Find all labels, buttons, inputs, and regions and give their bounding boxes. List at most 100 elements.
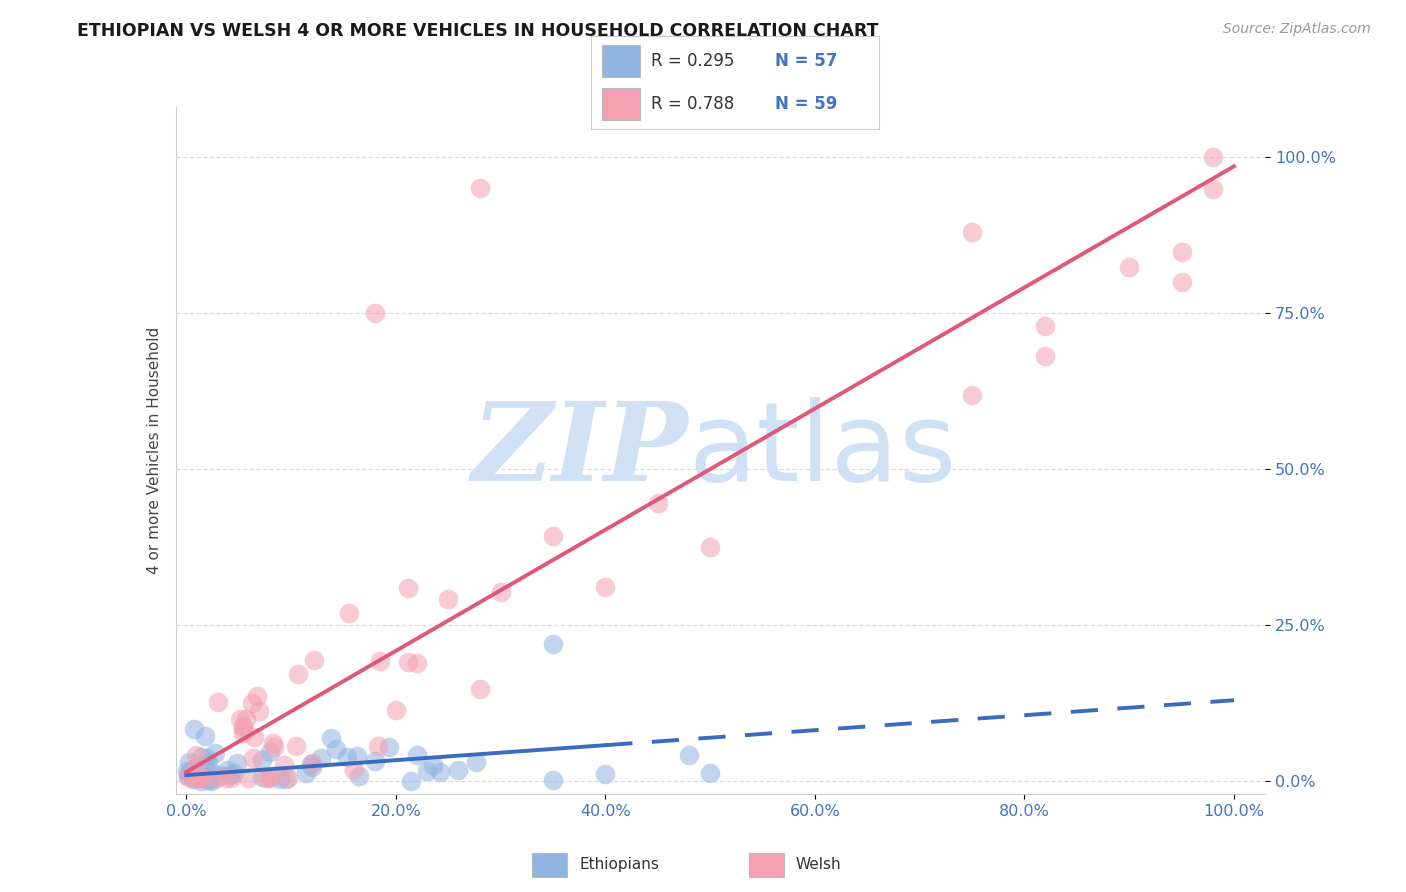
Point	[193, 758, 215, 772]
Point	[259, 770, 281, 784]
Point	[246, 689, 269, 703]
Point	[384, 703, 406, 717]
Point	[184, 760, 207, 774]
Text: R = 0.295: R = 0.295	[651, 52, 734, 70]
Point	[284, 739, 307, 753]
Point	[204, 746, 226, 760]
Point	[222, 765, 245, 780]
Point	[364, 306, 387, 320]
Point	[183, 771, 205, 786]
Text: R = 0.788: R = 0.788	[651, 95, 734, 113]
Point	[304, 653, 326, 667]
Point	[647, 496, 669, 510]
Point	[273, 758, 295, 772]
Text: Source: ZipAtlas.com: Source: ZipAtlas.com	[1223, 22, 1371, 37]
Point	[250, 753, 273, 767]
Point	[541, 773, 564, 788]
Point	[183, 772, 205, 786]
Point	[183, 769, 205, 783]
Point	[198, 772, 221, 786]
Point	[229, 712, 252, 726]
Point	[197, 756, 219, 770]
Point	[197, 766, 219, 780]
Point	[377, 740, 399, 755]
Point	[678, 748, 700, 763]
Point	[468, 682, 491, 697]
Point	[1035, 349, 1057, 363]
Point	[254, 771, 277, 786]
FancyBboxPatch shape	[602, 88, 640, 120]
Text: Welsh: Welsh	[796, 857, 841, 871]
Point	[541, 529, 564, 543]
Point	[177, 755, 200, 769]
Point	[465, 755, 488, 769]
Point	[541, 637, 564, 651]
Point	[195, 751, 218, 765]
Point	[1170, 275, 1192, 289]
Point	[364, 754, 387, 768]
Point	[399, 773, 422, 788]
Point	[960, 388, 983, 402]
Point	[219, 771, 242, 786]
Point	[301, 756, 323, 770]
Point	[595, 580, 617, 594]
Point	[235, 712, 257, 726]
Point	[301, 760, 323, 774]
Point	[197, 772, 219, 787]
Point	[368, 654, 391, 668]
Text: N = 59: N = 59	[775, 95, 838, 113]
Point	[184, 747, 207, 762]
Point	[184, 763, 207, 777]
Point	[190, 773, 212, 788]
Point	[242, 750, 264, 764]
Point	[236, 771, 259, 786]
Point	[209, 768, 232, 782]
Point	[437, 591, 460, 606]
Point	[200, 773, 222, 788]
Text: ZIP: ZIP	[471, 397, 688, 504]
Point	[325, 742, 347, 756]
Point	[274, 772, 297, 786]
Point	[176, 764, 198, 779]
Point	[699, 765, 721, 780]
Point	[468, 181, 491, 195]
Point	[240, 696, 263, 710]
Point	[215, 763, 238, 777]
Point	[287, 667, 309, 681]
Point	[1118, 260, 1140, 275]
Point	[205, 771, 228, 786]
Point	[226, 756, 249, 771]
Point	[187, 771, 209, 786]
Point	[367, 739, 389, 753]
Point	[259, 771, 281, 786]
Point	[396, 581, 419, 595]
Y-axis label: 4 or more Vehicles in Household: 4 or more Vehicles in Household	[146, 326, 162, 574]
FancyBboxPatch shape	[531, 853, 568, 877]
Point	[247, 704, 270, 718]
Point	[277, 771, 299, 786]
Point	[699, 540, 721, 554]
Point	[489, 585, 512, 599]
FancyBboxPatch shape	[748, 853, 785, 877]
Point	[405, 747, 427, 762]
Point	[269, 772, 291, 787]
Point	[595, 767, 617, 781]
Point	[232, 719, 254, 733]
Point	[347, 769, 370, 783]
Point	[960, 225, 983, 239]
Point	[1170, 244, 1192, 259]
Point	[262, 736, 284, 750]
Point	[1035, 318, 1057, 333]
Point	[232, 721, 254, 735]
Point	[299, 756, 322, 771]
Point	[180, 764, 202, 778]
Text: Ethiopians: Ethiopians	[579, 857, 659, 871]
Point	[295, 766, 318, 780]
Text: atlas: atlas	[688, 397, 956, 504]
Point	[346, 749, 368, 764]
Point	[207, 695, 229, 709]
Point	[243, 730, 266, 744]
Point	[190, 749, 212, 764]
Point	[259, 745, 281, 759]
Point	[218, 768, 240, 782]
